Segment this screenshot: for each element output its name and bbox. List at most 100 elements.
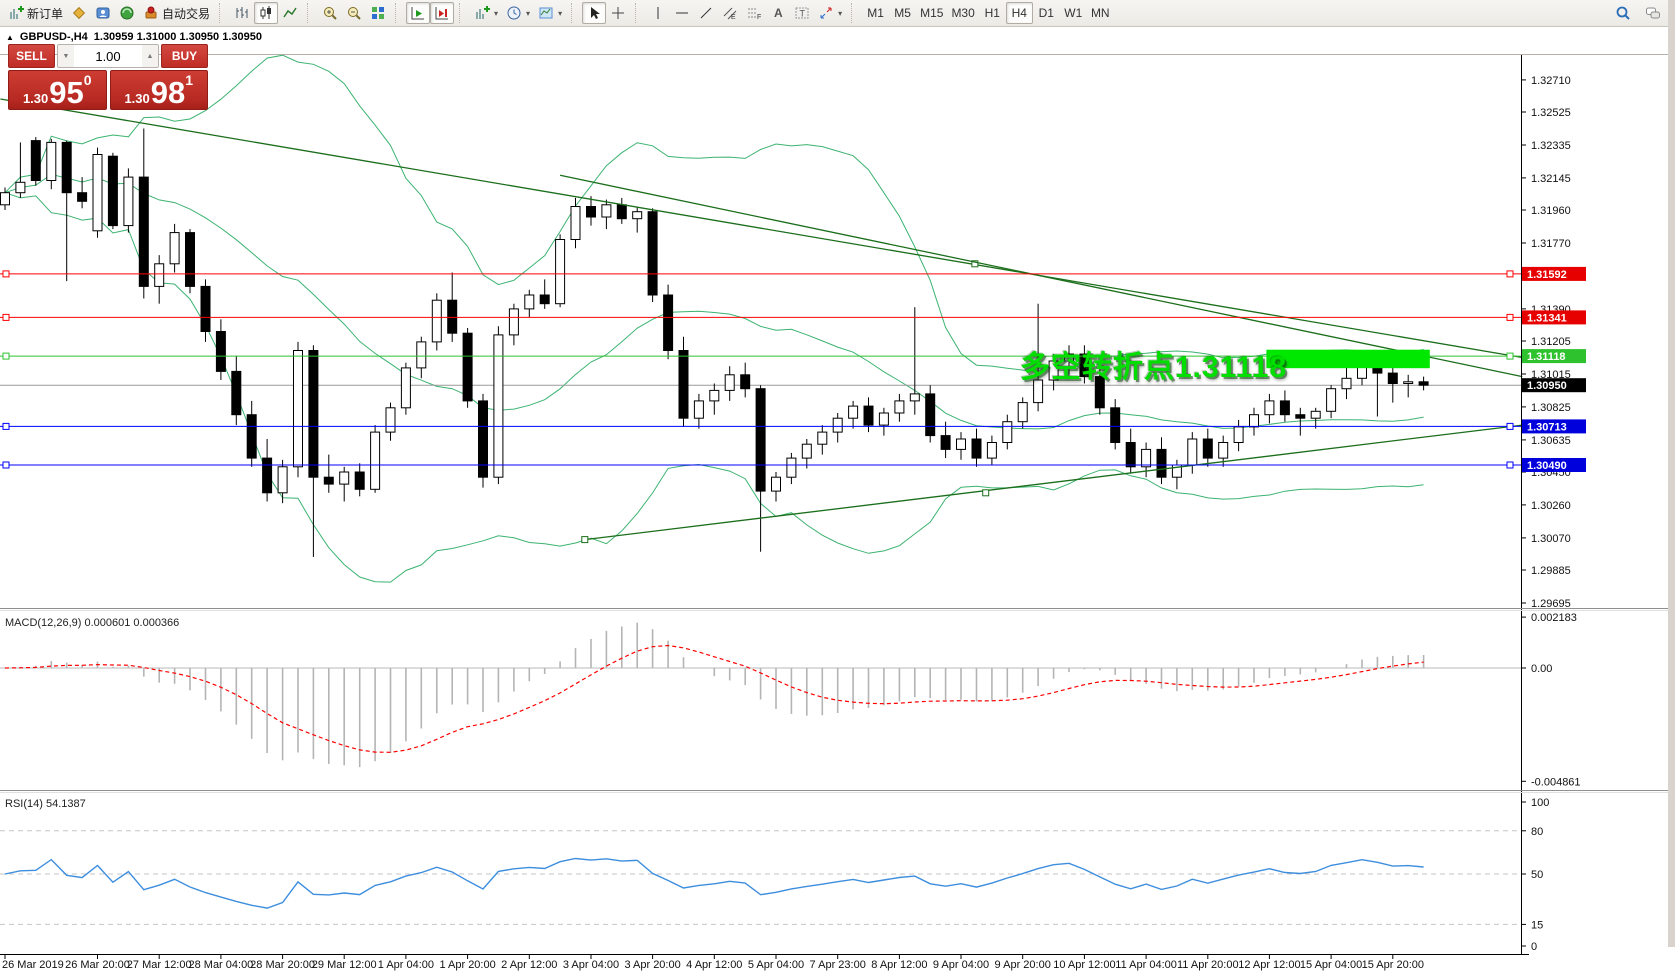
bar-chart-mode-button[interactable] <box>230 2 254 24</box>
level-anchor[interactable] <box>2 461 10 469</box>
volume-input[interactable] <box>74 45 142 67</box>
timeframe-m15-button[interactable]: M15 <box>916 2 947 24</box>
buy-button[interactable]: BUY <box>161 44 208 68</box>
timeframe-mn-button[interactable]: MN <box>1087 2 1114 24</box>
price-tick-label: 1.30260 <box>1531 500 1571 512</box>
ascending-trendline-anchor[interactable] <box>982 489 990 497</box>
timeframe-m1-button[interactable]: M1 <box>862 2 889 24</box>
time-tick-label: 3 Apr 04:00 <box>563 959 619 971</box>
time-tick-label: 29 Mar 12:00 <box>312 959 377 971</box>
level-anchor[interactable] <box>2 352 10 360</box>
green-highlight-box[interactable] <box>1266 349 1430 369</box>
autotrade-icon <box>143 5 159 21</box>
market-watch-button[interactable] <box>67 2 91 24</box>
candle-bullish <box>1310 410 1321 419</box>
timeframe-w1-button[interactable]: W1 <box>1060 2 1087 24</box>
price-tag-1.31341 <box>1522 310 1586 325</box>
volume-decrease-button[interactable]: ▼ <box>58 45 74 67</box>
cross-icon <box>610 5 626 21</box>
horizontal-line-tool-button[interactable] <box>670 2 694 24</box>
time-tick-label: 28 Mar 20:00 <box>250 959 315 971</box>
level-anchor[interactable] <box>1506 352 1514 360</box>
timeframe-m30-button[interactable]: M30 <box>947 2 978 24</box>
chat-button[interactable] <box>1641 2 1665 24</box>
timeframe-d1-button[interactable]: D1 <box>1033 2 1060 24</box>
price-tag-1.30490 <box>1522 458 1586 472</box>
candle-bullish <box>293 350 303 468</box>
ascending-trendline-anchor[interactable] <box>581 536 589 544</box>
candlestick-mode-button[interactable] <box>254 2 279 24</box>
profiles-button[interactable]: ▾ <box>502 2 534 24</box>
templates-button[interactable]: ▾ <box>534 2 566 24</box>
zoom-out-button[interactable] <box>342 2 366 24</box>
zoom-in-button[interactable] <box>318 2 342 24</box>
candle-bearish <box>925 393 936 437</box>
time-tick-label: 3 Apr 20:00 <box>624 959 680 971</box>
new-order-button[interactable]: 新订单 <box>4 2 67 24</box>
sell-price-box[interactable]: 1.30 95 0 <box>8 70 107 110</box>
candle-bullish <box>555 239 566 305</box>
auto-scroll-button[interactable] <box>406 2 431 24</box>
vertical-line-tool-button[interactable] <box>646 2 670 24</box>
level-anchor[interactable] <box>1506 313 1514 321</box>
candle-bearish <box>1202 438 1213 459</box>
timeframe-h4-button[interactable]: H4 <box>1005 2 1033 24</box>
crosshair-button[interactable] <box>606 2 630 24</box>
candle-bullish <box>493 334 504 478</box>
sell-button[interactable]: SELL <box>8 44 55 68</box>
one-click-trading-panel: SELL ▼ ▲ BUY 1.30 95 0 1.30 98 1 <box>8 44 208 110</box>
macd-pane-label: MACD(12,26,9) 0.000601 0.000366 <box>5 617 179 629</box>
navigator-button[interactable] <box>115 2 139 24</box>
price-tick-label: 1.31960 <box>1531 205 1571 217</box>
toolbar-separator <box>571 3 578 23</box>
collapse-triangle-icon[interactable]: ▲ <box>6 32 14 42</box>
price-tick-label: 1.31205 <box>1531 336 1571 348</box>
ascending-trendline[interactable] <box>584 424 1523 541</box>
data-window-button[interactable] <box>91 2 115 24</box>
price-tag-1.30713-text: 1.30713 <box>1527 421 1567 433</box>
cursor-button[interactable] <box>582 2 607 24</box>
level-anchor[interactable] <box>1506 461 1514 469</box>
candle-bullish <box>277 466 288 494</box>
text-label-tool-button[interactable]: T <box>790 2 814 24</box>
timeframe-m5-button[interactable]: M5 <box>889 2 916 24</box>
level-anchor[interactable] <box>2 270 10 278</box>
chat-icon <box>1645 5 1661 21</box>
person-icon <box>95 5 111 21</box>
level-anchor[interactable] <box>2 313 10 321</box>
candle-bearish <box>940 435 951 450</box>
price-chart[interactable]: 1.32710 1.32525 1.32335 1.32145 1.31960 1.317… <box>0 27 1675 974</box>
timeframe-h1-button[interactable]: H1 <box>979 2 1006 24</box>
candle-bearish <box>262 457 273 494</box>
equidistant-channel-tool-button[interactable]: E <box>718 2 742 24</box>
level-anchor[interactable] <box>1506 422 1514 430</box>
candle-bearish <box>740 374 751 390</box>
chartplus-icon <box>474 5 491 21</box>
buy-price-box[interactable]: 1.30 98 1 <box>109 70 208 110</box>
fibonacci-tool-button[interactable]: F <box>742 2 766 24</box>
descending-trendline-1[interactable] <box>0 98 1523 359</box>
text-tool-button[interactable]: A <box>766 2 790 24</box>
chart-shift-button[interactable] <box>430 2 455 24</box>
auto-trading-button[interactable]: 自动交易 <box>139 2 214 24</box>
new-chart-button[interactable]: ▾ <box>470 2 502 24</box>
level-anchor[interactable] <box>1506 270 1514 278</box>
tile-windows-button[interactable] <box>366 2 390 24</box>
search-button[interactable] <box>1611 2 1635 24</box>
descending-trendline-1-anchor[interactable] <box>971 260 979 268</box>
level-anchor[interactable] <box>2 422 10 430</box>
volume-increase-button[interactable]: ▲ <box>142 45 158 67</box>
pane-borders <box>0 54 1675 955</box>
price-tick-label: 1.32145 <box>1531 173 1571 185</box>
descending-trendline-2[interactable] <box>559 174 1523 378</box>
candle-bullish <box>1017 402 1028 423</box>
candle-bearish <box>107 155 118 227</box>
price-tag-1.31592 <box>1522 266 1586 281</box>
trendline-tool-button[interactable] <box>694 2 718 24</box>
line-chart-mode-button[interactable] <box>278 2 302 24</box>
time-tick-label: 9 Apr 20:00 <box>995 959 1051 971</box>
chart-area[interactable]: 1.32710 1.32525 1.32335 1.32145 1.31960 1.317… <box>0 27 1675 971</box>
clock-icon <box>506 5 522 21</box>
arrows-tool-button[interactable]: ▾ <box>814 2 846 24</box>
time-tick-label: 8 Apr 12:00 <box>871 959 927 971</box>
